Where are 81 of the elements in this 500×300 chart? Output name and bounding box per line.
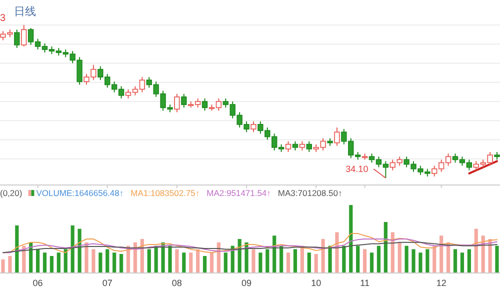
text: 日线	[14, 5, 36, 18]
bar	[440, 236, 444, 273]
text: MA1:1083502.75↑	[130, 188, 200, 198]
x-tick-label: 09	[242, 278, 252, 288]
bar	[168, 246, 172, 273]
bar	[92, 249, 96, 273]
text: MA3:701208.50↑	[278, 188, 342, 198]
bar	[390, 232, 394, 273]
bar	[8, 256, 12, 273]
bar	[84, 242, 88, 273]
bar	[467, 249, 471, 273]
bar	[418, 252, 422, 273]
bar	[64, 249, 68, 273]
bar	[106, 249, 110, 273]
bar	[98, 252, 102, 273]
candlestick	[306, 140, 312, 152]
text: MA2:951471.54↑	[206, 188, 271, 198]
bar	[426, 249, 430, 273]
bar	[453, 249, 458, 273]
x-tick-label: 07	[102, 278, 112, 288]
bar	[335, 232, 339, 273]
bar	[412, 249, 416, 273]
bar	[56, 252, 60, 273]
bar	[328, 246, 332, 273]
bar	[342, 246, 346, 273]
text: (0,20)	[0, 188, 22, 198]
bar	[78, 228, 82, 273]
bar	[224, 252, 228, 273]
legend-label: VOLUME:1646656.48↑	[36, 188, 124, 198]
x-tick-label: 08	[172, 278, 182, 288]
candlestick	[174, 93, 180, 113]
candlestick	[202, 98, 208, 112]
bar	[244, 242, 248, 273]
bar	[266, 249, 270, 273]
bar	[314, 254, 318, 273]
bar	[119, 254, 124, 273]
bar	[460, 252, 464, 273]
bar	[349, 205, 353, 273]
bar	[175, 249, 179, 273]
bar	[363, 249, 367, 273]
bar	[293, 249, 298, 273]
bar	[189, 252, 193, 273]
bar	[182, 252, 186, 273]
bar	[196, 249, 200, 273]
bar	[112, 252, 116, 273]
x-tick-label: 12	[436, 278, 446, 288]
bar	[376, 246, 381, 273]
bar	[202, 256, 207, 273]
candlestick	[299, 140, 306, 151]
candlestick	[21, 24, 27, 47]
bar	[495, 246, 499, 273]
bar	[50, 256, 54, 273]
bar	[252, 249, 256, 273]
bar	[15, 225, 19, 273]
bar	[398, 242, 402, 273]
bar	[1, 259, 5, 273]
bar	[384, 222, 388, 273]
candlestick	[334, 127, 340, 146]
bar	[432, 246, 436, 273]
bar	[147, 249, 151, 273]
x-tick-label: 06	[32, 278, 43, 288]
bar	[70, 225, 74, 273]
text: 3	[0, 13, 6, 24]
x-tick-label: 10	[311, 278, 322, 288]
x-tick-label: 11	[360, 278, 370, 288]
bar	[404, 246, 408, 273]
bar	[488, 239, 492, 273]
bar	[356, 246, 360, 273]
candlestick	[250, 120, 256, 133]
candlestick	[14, 29, 20, 48]
bar	[258, 252, 262, 273]
bar	[210, 252, 214, 273]
annotation: 34.10	[346, 164, 368, 174]
candlestick	[181, 93, 187, 108]
bar	[36, 249, 40, 273]
bar	[286, 252, 290, 273]
bar	[370, 252, 374, 273]
candlestick	[285, 140, 292, 152]
candlestick	[292, 140, 298, 151]
bar	[307, 252, 311, 273]
bar	[42, 252, 47, 273]
